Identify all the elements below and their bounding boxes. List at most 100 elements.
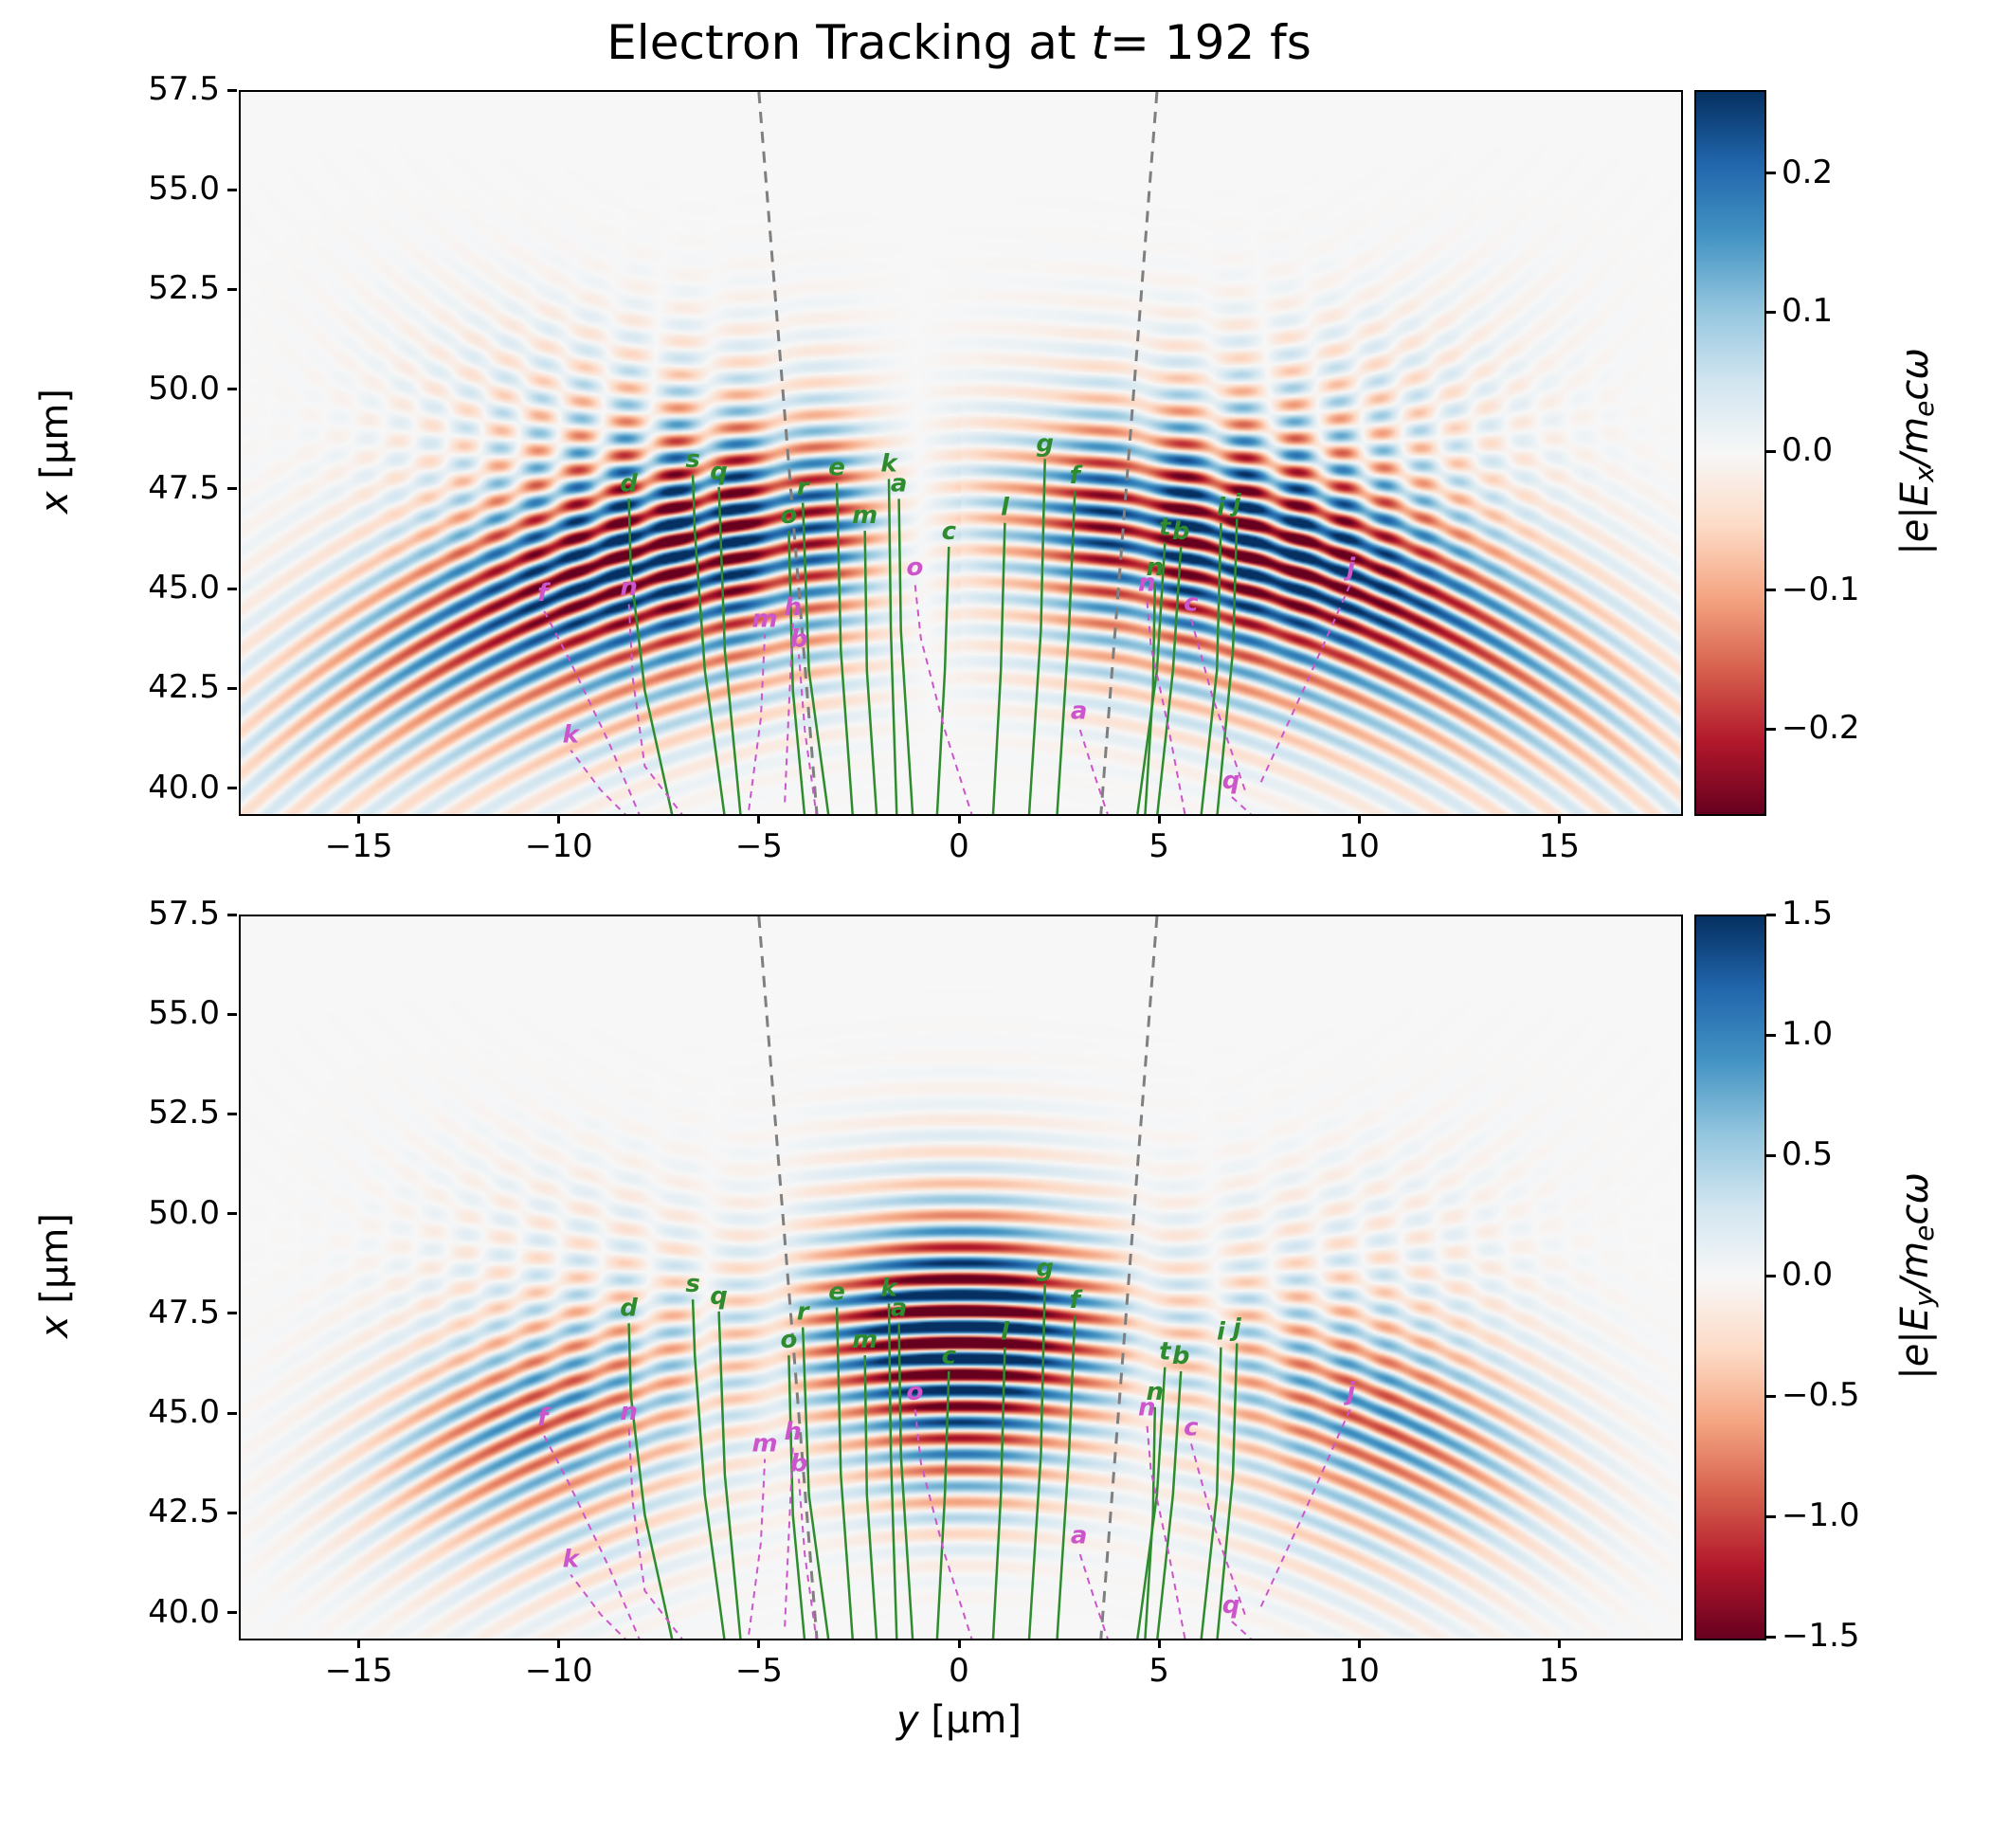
y-axis-unit: [μm] (33, 388, 78, 492)
trajectory-magenta-m (748, 1458, 767, 1635)
x-tick-mark (1557, 1639, 1561, 1648)
y-axis-var: x (33, 1315, 78, 1339)
y-tick-mark (227, 686, 237, 690)
trajectory-label-magenta-o: o (906, 553, 923, 582)
trajectory-label-green-r: r (797, 1298, 811, 1327)
y-tick-mark (227, 487, 237, 491)
trajectory-green-a (897, 498, 914, 814)
trajectory-label-green-f: f (1070, 1286, 1084, 1314)
trajectory-green-n (1144, 1406, 1157, 1639)
trajectory-label-green-g: g (1036, 1254, 1054, 1282)
colorbar-tick-label: 0.5 (1782, 1135, 1834, 1173)
trajectory-green-t (1136, 542, 1167, 814)
trajectory-label-green-q: q (710, 458, 728, 486)
trajectory-label-magenta-q: q (1222, 767, 1240, 795)
trajectory-magenta-q (1230, 795, 1253, 814)
trajectory-magenta-b (798, 654, 818, 814)
colorbar-tick-mark (1766, 1635, 1776, 1639)
colorbar-tick-mark (1766, 1274, 1776, 1277)
trajectory-label-green-k: k (880, 1274, 898, 1302)
trajectory-green-f (1056, 1314, 1076, 1639)
trajectory-label-magenta-b: b (790, 625, 808, 654)
trajectory-green-d (627, 498, 674, 814)
trajectory-label-green-t: t (1159, 514, 1172, 542)
x-tick-mark (1357, 1639, 1361, 1648)
trajectory-label-magenta-n: n (1138, 570, 1156, 598)
trajectory-green-m (863, 1355, 878, 1639)
colorbar-tick-mark (1766, 727, 1776, 731)
trajectory-magenta-j (1259, 1406, 1352, 1607)
trajectory-green-m (863, 531, 878, 814)
trajectory-magenta-n (1146, 598, 1186, 814)
colorbar-tick-mark (1766, 172, 1776, 175)
trajectory-green-o (787, 1355, 806, 1639)
colorbar-tick-mark (1766, 1394, 1776, 1398)
x-axis-label: y [μm] (239, 1698, 1679, 1742)
trajectory-magenta-k (570, 749, 626, 814)
trajectory-label-green-d: d (620, 469, 638, 498)
y-tick-label: 45.0 (148, 569, 220, 607)
trajectory-green-i (1200, 1347, 1222, 1639)
trajectory-label-magenta-j: j (1343, 1378, 1356, 1406)
colorbar-label-text: |e|E (1892, 1306, 1937, 1380)
cone-boundary-line (1099, 916, 1159, 1639)
colorbar-tick-label: 1.5 (1782, 895, 1834, 933)
colorbar-label-sub: e (1908, 400, 1940, 417)
y-tick-mark (227, 913, 237, 916)
trajectory-label-green-k: k (880, 449, 898, 478)
trajectory-magenta-h (784, 622, 794, 803)
y-tick-mark (227, 188, 237, 191)
x-tick-mark (357, 814, 361, 824)
trajectory-green-k (887, 1303, 898, 1639)
y-tick-mark (227, 1312, 237, 1315)
colorbar-tick-label: 0.2 (1782, 153, 1834, 191)
trajectory-magenta-o (914, 1406, 973, 1639)
trajectory-label-green-a: a (891, 469, 908, 498)
trajectory-label-magenta-n: n (1138, 1394, 1156, 1422)
trajectory-label-magenta-m: m (752, 1430, 778, 1458)
trajectory-green-e (835, 482, 854, 814)
trajectory-label-magenta-a: a (1071, 697, 1088, 725)
colorbar-label-text: cω (1892, 347, 1937, 401)
colorbar-tick-label: −0.5 (1782, 1376, 1860, 1414)
trajectory-label-green-e: e (828, 454, 845, 482)
trajectory-label-green-m: m (852, 1326, 877, 1354)
colorbar-tick-label: −1.0 (1782, 1496, 1860, 1534)
y-tick-label: 55.0 (148, 994, 220, 1033)
y-tick-label: 42.5 (148, 668, 220, 707)
trajectory-label-green-b: b (1172, 1342, 1190, 1370)
trajectory-magenta-n (1146, 1422, 1186, 1639)
trajectory-green-n (1144, 582, 1157, 814)
trajectory-magenta-c (1189, 1442, 1246, 1616)
y-tick-mark (227, 587, 237, 590)
y-tick-label: 45.0 (148, 1393, 220, 1432)
x-tick-label: −5 (734, 1652, 783, 1690)
trajectory-label-magenta-b: b (790, 1450, 808, 1478)
title-suffix: = 192 fs (1110, 15, 1312, 70)
trajectory-green-b (1156, 546, 1183, 814)
x-tick-label: 10 (1338, 827, 1380, 865)
trajectory-label-magenta-m: m (752, 606, 778, 634)
trajectory-green-f (1056, 490, 1076, 814)
trajectory-magenta-k (570, 1573, 626, 1639)
x-tick-label: −15 (324, 827, 393, 865)
x-tick-mark (1357, 814, 1361, 824)
trajectory-green-e (835, 1307, 854, 1639)
trajectory-magenta-c (1189, 618, 1246, 791)
x-tick-mark (357, 1639, 361, 1648)
x-axis-var: y (896, 1698, 919, 1742)
field-canvas-ey (241, 916, 1681, 1639)
trajectory-label-magenta-c: c (1184, 1414, 1199, 1442)
trajectory-label-green-c: c (942, 517, 957, 546)
title-prefix: Electron Tracking at (606, 15, 1092, 70)
colorbar-tick-label: 0.0 (1782, 1256, 1834, 1294)
x-tick-label: 0 (949, 827, 969, 865)
y-tick-label: 52.5 (148, 269, 220, 308)
y-tick-label: 47.5 (148, 468, 220, 507)
trajectory-label-green-l: l (1001, 1318, 1010, 1347)
colorbar-tick-label: −0.2 (1782, 709, 1860, 748)
trajectory-label-green-d: d (620, 1294, 638, 1322)
trajectory-magenta-f (541, 1432, 641, 1639)
